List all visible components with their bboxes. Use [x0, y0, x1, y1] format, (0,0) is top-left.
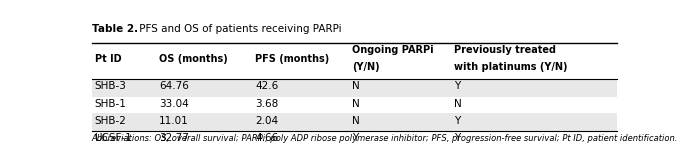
Text: with platinums (Y/N): with platinums (Y/N): [454, 62, 567, 72]
Text: 3.68: 3.68: [255, 99, 279, 109]
Text: Ongoing PARPi: Ongoing PARPi: [352, 45, 434, 55]
Text: 4.66: 4.66: [255, 132, 279, 143]
Text: 42.6: 42.6: [255, 81, 279, 91]
Text: Y: Y: [454, 116, 460, 126]
Text: PFS (months): PFS (months): [255, 54, 329, 64]
Text: 2.04: 2.04: [255, 116, 279, 126]
Text: N: N: [352, 81, 360, 91]
FancyBboxPatch shape: [92, 131, 617, 146]
Text: 33.04: 33.04: [159, 99, 189, 109]
Text: SHB-3: SHB-3: [95, 81, 127, 91]
Text: N: N: [352, 116, 360, 126]
Text: SHB-2: SHB-2: [95, 116, 127, 126]
Text: OS (months): OS (months): [159, 54, 228, 64]
Text: N: N: [454, 99, 462, 109]
Text: 11.01: 11.01: [159, 116, 189, 126]
Text: PFS and OS of patients receiving PARPi: PFS and OS of patients receiving PARPi: [136, 24, 341, 34]
Text: Pt ID: Pt ID: [95, 54, 121, 64]
FancyBboxPatch shape: [92, 97, 617, 113]
FancyBboxPatch shape: [92, 79, 617, 97]
Text: SHB-1: SHB-1: [95, 99, 127, 109]
Text: N: N: [352, 99, 360, 109]
FancyBboxPatch shape: [92, 113, 617, 131]
Text: Y: Y: [352, 132, 358, 143]
Text: Y: Y: [454, 132, 460, 143]
Text: 64.76: 64.76: [159, 81, 189, 91]
Text: UCSF-1: UCSF-1: [95, 132, 132, 143]
Text: Previously treated: Previously treated: [454, 45, 556, 55]
Text: 32.77: 32.77: [159, 132, 189, 143]
Text: Abbreviations: OS, overall survival; PARPi, poly ADP ribose polymerase inhibitor: Abbreviations: OS, overall survival; PAR…: [92, 134, 678, 143]
Text: Y: Y: [454, 81, 460, 91]
Text: (Y/N): (Y/N): [352, 62, 380, 72]
Text: Table 2.: Table 2.: [92, 24, 138, 34]
